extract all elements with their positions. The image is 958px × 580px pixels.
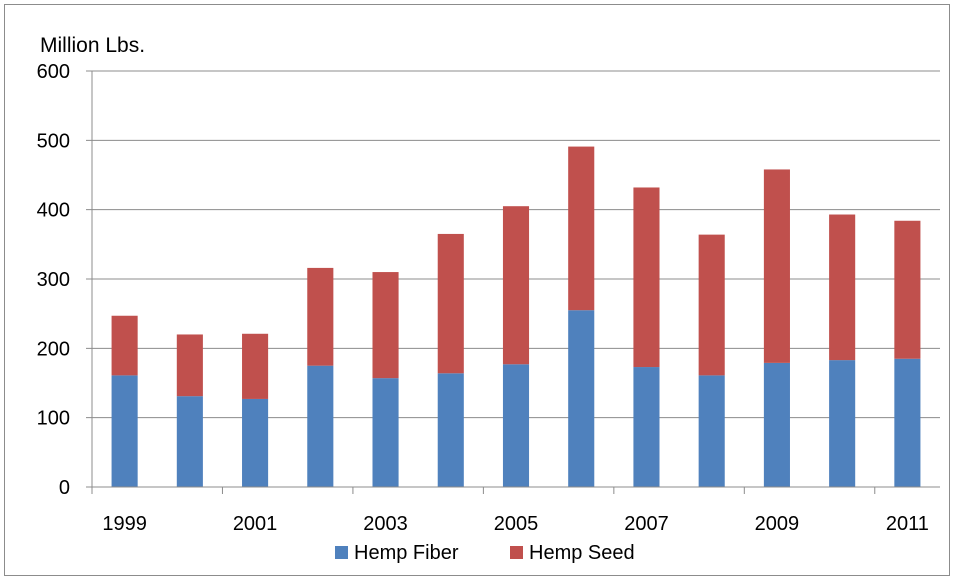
bar-hemp-fiber-2005 (502, 364, 530, 487)
bar-hemp-seed-1999 (111, 315, 138, 376)
y-tick-label: 600 (37, 61, 70, 83)
bar-hemp-seed-2007 (633, 187, 660, 368)
y-tick-label: 400 (37, 200, 70, 222)
bar-hemp-seed-2008 (698, 234, 725, 376)
bar-hemp-fiber-2003 (372, 378, 399, 487)
y-tick-label: 200 (37, 338, 70, 360)
x-tick-label: 2009 (755, 513, 800, 535)
bar-hemp-fiber-2006 (568, 310, 595, 487)
legend-swatch-hemp-seed (510, 546, 523, 559)
bar-hemp-fiber-2011 (894, 358, 921, 487)
legend-label-hemp-seed: Hemp Seed (529, 542, 635, 564)
bar-hemp-seed-2006 (568, 146, 595, 311)
x-tick-label: 1999 (102, 513, 147, 535)
y-tick-labels: 0 100 200 300 400 500 600 (37, 61, 70, 499)
bar-hemp-seed-2001 (242, 333, 269, 399)
y-tick-label: 0 (59, 477, 70, 499)
bar-hemp-fiber-2009 (763, 362, 790, 487)
bar-hemp-fiber-1999 (111, 375, 138, 487)
y-axis-label: Million Lbs. (40, 34, 145, 57)
bar-hemp-seed-2010 (829, 214, 856, 361)
legend: Hemp Fiber Hemp Seed (335, 542, 635, 564)
bar-hemp-fiber-2007 (633, 367, 660, 487)
x-tick-label: 2005 (494, 513, 539, 535)
bar-hemp-fiber-2008 (698, 375, 725, 487)
x-tick-label: 2011 (886, 513, 929, 535)
bar-hemp-seed-2003 (372, 272, 399, 379)
bar-hemp-seed-2000 (176, 334, 203, 397)
x-tick-label: 2007 (624, 513, 669, 535)
bar-hemp-fiber-2001 (242, 398, 269, 487)
bar-hemp-fiber-2000 (176, 396, 203, 487)
bar-hemp-seed-2009 (763, 169, 790, 363)
bar-hemp-fiber-2010 (829, 360, 856, 487)
bar-hemp-seed-2002 (307, 267, 334, 366)
x-tick-label: 2003 (363, 513, 408, 535)
y-tick-label: 100 (37, 408, 70, 430)
bar-hemp-seed-2004 (437, 233, 464, 374)
bar-hemp-seed-2005 (502, 206, 530, 365)
legend-swatch-hemp-fiber (335, 546, 348, 559)
bars (111, 146, 921, 487)
chart-frame (4, 4, 950, 576)
y-tick-label: 300 (37, 269, 70, 291)
bar-hemp-seed-2011 (894, 220, 921, 359)
bar-hemp-fiber-2004 (437, 373, 464, 487)
bar-hemp-fiber-2002 (307, 365, 334, 487)
y-tick-label: 500 (37, 130, 70, 152)
legend-label-hemp-fiber: Hemp Fiber (354, 542, 459, 564)
x-axis: 1999 2001 2003 2005 2007 2009 2011 (91, 71, 940, 535)
x-tick-label: 2001 (233, 513, 278, 535)
